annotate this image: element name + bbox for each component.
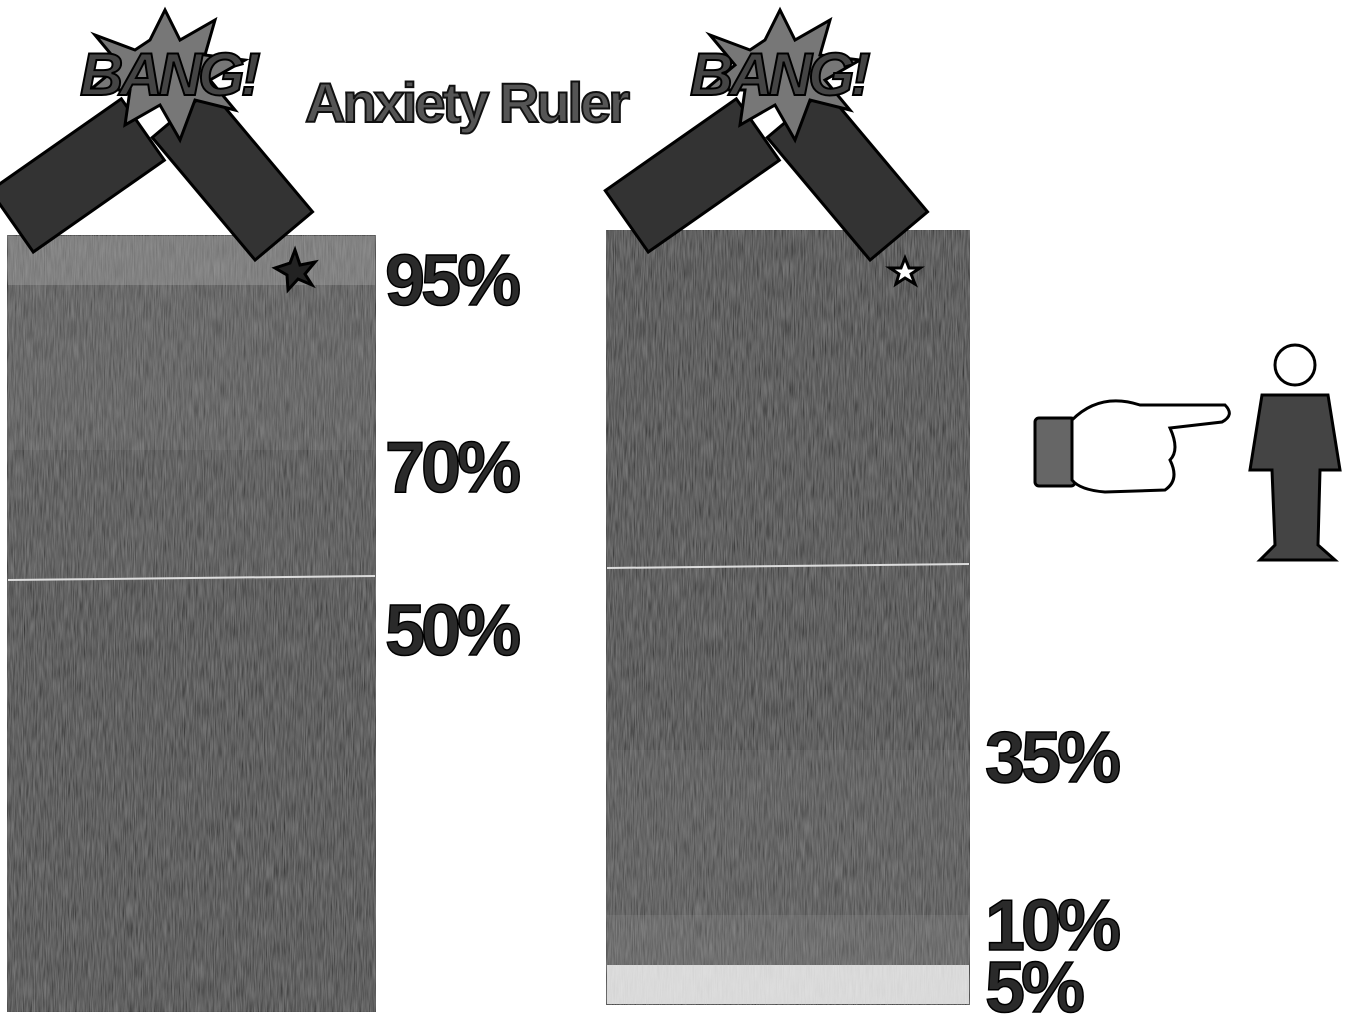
- page: BANG! BANG! Anxiety Ruler 95%70%50%35%10…: [0, 0, 1345, 1017]
- ruler-band: [8, 285, 375, 450]
- bang-text: BANG!: [690, 41, 870, 108]
- ruler-band: [607, 915, 969, 965]
- level-label: 70%: [385, 428, 520, 508]
- level-label: 50%: [385, 591, 520, 671]
- level-label: 5%: [985, 948, 1084, 1017]
- left-ruler: [7, 235, 376, 1012]
- person-icon: [1250, 345, 1340, 560]
- bang-text: BANG!: [80, 41, 260, 108]
- ruler-band: [8, 450, 375, 580]
- document: BANG! BANG! Anxiety Ruler 95%70%50%35%10…: [0, 0, 1345, 1017]
- level-label: 35%: [985, 718, 1120, 798]
- ruler-band: [607, 965, 969, 1004]
- right-ruler: [606, 230, 970, 1005]
- ruler-band: [8, 236, 375, 285]
- level-label: 95%: [385, 241, 520, 321]
- ruler-band: [607, 750, 969, 915]
- title: Anxiety Ruler: [305, 71, 629, 134]
- pointing-hand: [1035, 401, 1229, 492]
